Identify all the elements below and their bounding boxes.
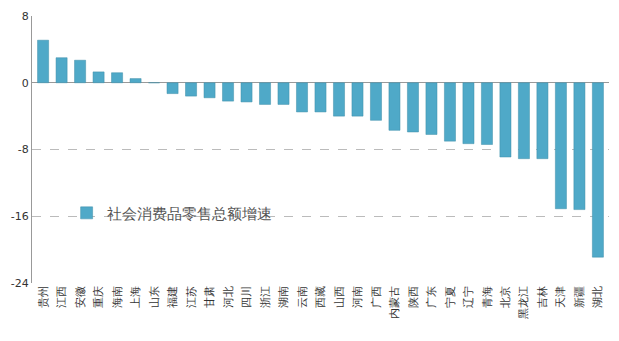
svg-text:黑龙江: 黑龙江 [518,286,531,319]
svg-text:-24: -24 [11,277,29,290]
svg-text:安徽: 安徽 [74,286,87,308]
svg-text:河南: 河南 [351,286,364,308]
svg-text:浙江: 浙江 [259,286,272,308]
svg-text:西藏: 西藏 [314,286,327,308]
svg-text:-16: -16 [11,210,29,223]
svg-text:四川: 四川 [240,286,253,308]
svg-text:吉林: 吉林 [536,286,549,308]
svg-text:湖南: 湖南 [277,286,290,308]
svg-text:江苏: 江苏 [185,286,198,308]
svg-text:山东: 山东 [148,286,161,308]
svg-text:贵州: 贵州 [37,286,50,308]
svg-text:8: 8 [22,10,29,23]
svg-text:新疆: 新疆 [573,286,586,308]
svg-text:上海: 上海 [129,286,142,308]
svg-text:江西: 江西 [55,286,68,308]
svg-text:0: 0 [22,77,29,90]
svg-text:广东: 广东 [425,286,438,308]
svg-text:社会消费品零售总额增速: 社会消费品零售总额增速 [107,205,272,223]
svg-text:内蒙古: 内蒙古 [388,286,401,319]
svg-text:海南: 海南 [111,286,124,308]
svg-text:重庆: 重庆 [92,286,105,308]
svg-text:-8: -8 [18,143,29,156]
svg-text:山西: 山西 [333,286,346,308]
svg-text:宁夏: 宁夏 [444,286,457,308]
svg-text:云南: 云南 [296,286,309,308]
svg-text:天津: 天津 [554,286,567,308]
svg-text:河北: 河北 [222,286,235,308]
svg-text:北京: 北京 [499,286,512,308]
svg-text:辽宁: 辽宁 [462,286,475,308]
svg-text:湖北: 湖北 [591,286,604,308]
svg-text:陕西: 陕西 [407,286,420,308]
svg-text:青海: 青海 [481,286,494,308]
svg-text:福建: 福建 [166,286,179,308]
svg-text:广西: 广西 [370,286,383,308]
svg-text:甘肃: 甘肃 [203,286,216,308]
